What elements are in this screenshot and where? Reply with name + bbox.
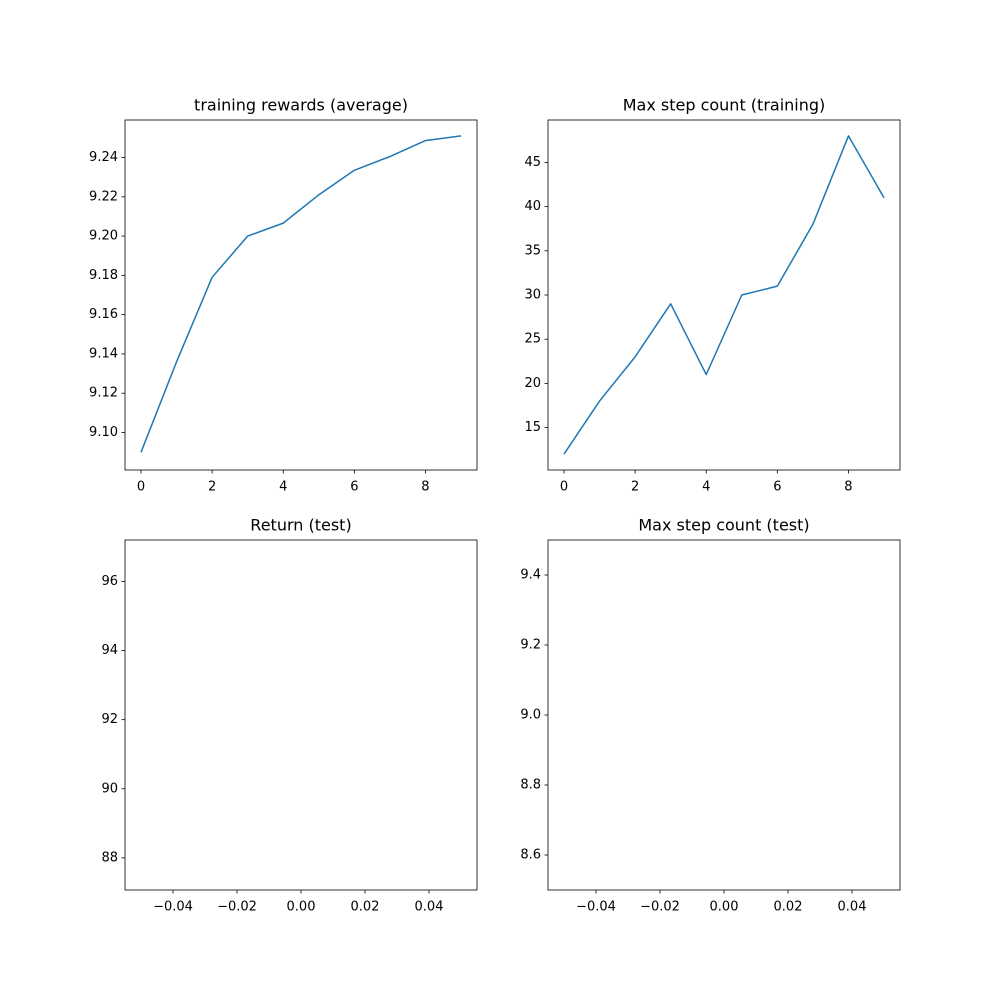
axes-frame — [547, 539, 901, 891]
y-tick-label: 96 — [101, 574, 118, 589]
y-tick-label: 9.22 — [89, 189, 118, 204]
y-tick-label: 8.8 — [520, 778, 541, 793]
y-tick-label: 94 — [101, 643, 118, 658]
x-tick-label: 8 — [844, 480, 852, 495]
x-tick-label: 0.00 — [287, 900, 316, 915]
x-tick-label: 0.02 — [774, 900, 803, 915]
subplot-title: training rewards (average) — [194, 96, 408, 115]
y-tick-label: 9.0 — [520, 708, 541, 723]
x-tick-label: 0 — [137, 480, 145, 495]
y-tick-label: 9.18 — [89, 268, 118, 283]
x-tick-label: 6 — [773, 480, 781, 495]
axes-frame — [124, 119, 478, 471]
x-tick-label: 8 — [421, 480, 429, 495]
x-tick-label: 0.04 — [838, 900, 867, 915]
x-tick-label: 0.02 — [351, 900, 380, 915]
data-line — [140, 135, 462, 453]
subplot: training rewards (average) 0 2 4 6 8 9.10 9.12 9… — [89, 96, 478, 495]
subplot-title: Max step count (training) — [623, 96, 826, 115]
x-tick-label: −0.02 — [640, 900, 680, 915]
y-tick-label: 45 — [524, 155, 541, 170]
axes-frame — [124, 539, 478, 891]
y-tick-label: 30 — [524, 288, 541, 303]
axes-frame — [547, 119, 901, 471]
x-tick-label: 0.00 — [710, 900, 739, 915]
subplot-title: Return (test) — [250, 516, 351, 535]
x-tick-label: 6 — [350, 480, 358, 495]
y-tick-label: 9.12 — [89, 386, 118, 401]
subplot-title: Max step count (test) — [638, 516, 809, 535]
y-tick-label: 88 — [101, 850, 118, 865]
y-tick-label: 40 — [524, 199, 541, 214]
y-tick-label: 8.6 — [520, 848, 541, 863]
subplot: Max step count (test) −0.04 −0.02 0.00 0.02 0… — [520, 516, 901, 915]
y-tick-label: 9.2 — [520, 638, 541, 653]
y-tick-label: 9.4 — [520, 568, 541, 583]
y-tick-label: 15 — [524, 420, 541, 435]
subplot: Max step count (training) 0 2 4 6 8 15 20 25 30 35… — [524, 96, 901, 495]
y-tick-label: 9.16 — [89, 307, 118, 322]
y-tick-label: 20 — [524, 376, 541, 391]
y-tick-label: 90 — [101, 781, 118, 796]
x-tick-label: 0.04 — [415, 900, 444, 915]
x-tick-label: 4 — [279, 480, 287, 495]
y-tick-label: 92 — [101, 712, 118, 727]
y-tick-label: 9.24 — [89, 150, 118, 165]
x-tick-label: 4 — [702, 480, 710, 495]
y-tick-label: 35 — [524, 243, 541, 258]
x-tick-label: −0.02 — [217, 900, 257, 915]
y-tick-label: 9.14 — [89, 346, 118, 361]
y-tick-label: 9.20 — [89, 229, 118, 244]
y-tick-label: 25 — [524, 332, 541, 347]
y-tick-label: 9.10 — [89, 425, 118, 440]
data-line — [563, 135, 885, 455]
x-tick-label: 2 — [631, 480, 639, 495]
subplot: Return (test) −0.04 −0.02 0.00 0.02 0.04 88 90 9… — [101, 516, 478, 915]
x-tick-label: −0.04 — [576, 900, 616, 915]
x-tick-label: 2 — [208, 480, 216, 495]
x-tick-label: −0.04 — [153, 900, 193, 915]
x-tick-label: 0 — [560, 480, 568, 495]
